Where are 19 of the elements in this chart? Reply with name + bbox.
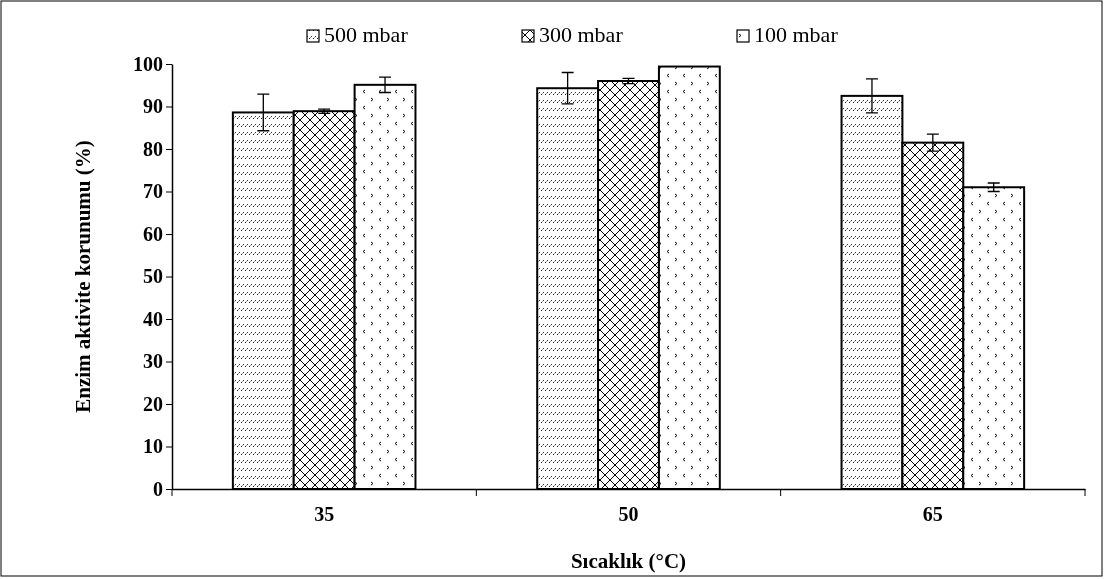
y-tick-label: 90 bbox=[143, 95, 163, 118]
legend-label: 300 mbar bbox=[539, 22, 624, 47]
y-tick-label: 10 bbox=[143, 435, 163, 458]
y-tick-label: 40 bbox=[143, 307, 163, 330]
y-tick-label: 60 bbox=[143, 222, 163, 245]
x-tick-label: 35 bbox=[314, 503, 335, 526]
y-tick-label: 50 bbox=[143, 265, 163, 288]
y-axis-title: Enzim aktivite korunumu (%) bbox=[71, 140, 95, 413]
y-tick-label: 80 bbox=[143, 137, 163, 160]
x-tick-label: 50 bbox=[618, 503, 639, 526]
y-tick-label: 100 bbox=[133, 52, 163, 75]
y-tick-label: 70 bbox=[143, 180, 163, 203]
y-tick-label: 20 bbox=[143, 392, 163, 415]
x-axis-title: Sıcaklık (°C) bbox=[570, 549, 687, 573]
y-tick-label: 0 bbox=[153, 477, 163, 500]
x-tick-label: 65 bbox=[922, 503, 943, 526]
legend-label: 500 mbar bbox=[324, 22, 409, 47]
y-tick-label: 30 bbox=[143, 350, 163, 373]
legend-label: 100 mbar bbox=[754, 22, 839, 47]
